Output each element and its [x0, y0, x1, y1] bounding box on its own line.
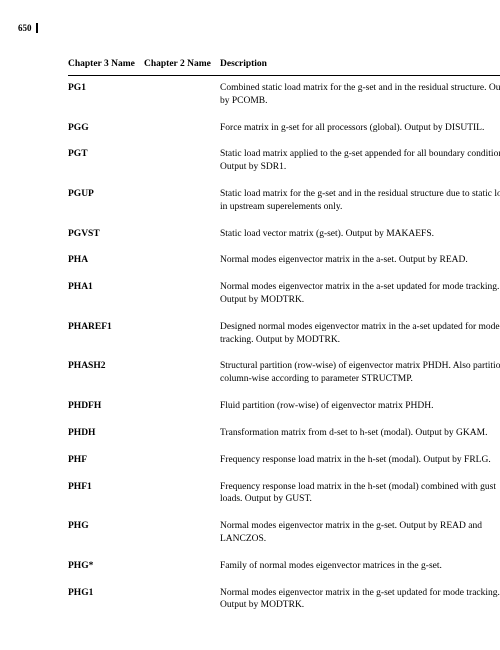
row-description: Structural partition (row-wise) of eigen…: [220, 360, 500, 386]
table-header-chapter3: Chapter 3 Name: [68, 59, 144, 71]
row-name: PHF1: [68, 481, 144, 507]
row-chapter2: [144, 587, 220, 613]
row-name: PHG1: [68, 587, 144, 613]
table-body: PG1 Combined static load matrix for the g…: [68, 76, 500, 620]
row-description: Family of normal modes eigenvector matri…: [220, 560, 500, 573]
row-name: PG1: [68, 82, 144, 108]
table-row: PGUP Static load matrix for the g-set and…: [68, 182, 500, 222]
table-header-chapter2: Chapter 2 Name: [144, 59, 220, 71]
row-description: Static load matrix applied to the g-set …: [220, 148, 500, 174]
row-description: Combined static load matrix for the g-se…: [220, 82, 500, 108]
table-row: PHF1 Frequency response load matrix in th…: [68, 475, 500, 515]
table-header: Chapter 3 Name Chapter 2 Name Descriptio…: [68, 59, 500, 76]
row-chapter2: [144, 400, 220, 413]
row-description: Force matrix in g-set for all processors…: [220, 122, 500, 135]
row-name: PGG: [68, 122, 144, 135]
row-name: PHAREF1: [68, 321, 144, 347]
row-name: PHG: [68, 520, 144, 546]
row-chapter2: [144, 148, 220, 174]
row-chapter2: [144, 228, 220, 241]
page-number: 650: [18, 23, 38, 33]
row-name: PHA: [68, 254, 144, 267]
page: 650 Chapter 3 Name Chapter 2 Name Descri…: [0, 0, 500, 650]
row-description: Designed normal modes eigenvector matrix…: [220, 321, 500, 347]
table-header-description: Description: [220, 59, 500, 71]
table-row: PHF Frequency response load matrix in the…: [68, 448, 500, 475]
row-description: Static load matrix for the g-set and in …: [220, 188, 500, 214]
row-description: Frequency response load matrix in the h-…: [220, 481, 500, 507]
row-chapter2: [144, 321, 220, 347]
row-description: Normal modes eigenvector matrix in the a…: [220, 281, 500, 307]
row-chapter2: [144, 427, 220, 440]
row-name: PHG*: [68, 560, 144, 573]
row-chapter2: [144, 520, 220, 546]
row-chapter2: [144, 454, 220, 467]
row-description: Static load vector matrix (g-set). Outpu…: [220, 228, 500, 241]
row-description: Normal modes eigenvector matrix in the g…: [220, 587, 500, 613]
definition-table: Chapter 3 Name Chapter 2 Name Descriptio…: [68, 59, 500, 620]
row-description: Transformation matrix from d-set to h-se…: [220, 427, 500, 440]
table-row: PGT Static load matrix applied to the g-s…: [68, 142, 500, 182]
table-row: PHA Normal modes eigenvector matrix in th…: [68, 248, 500, 275]
row-name: PGVST: [68, 228, 144, 241]
row-chapter2: [144, 360, 220, 386]
row-description: Normal modes eigenvector matrix in the g…: [220, 520, 500, 546]
row-description: Fluid partition (row-wise) of eigenvecto…: [220, 400, 500, 413]
row-name: PGUP: [68, 188, 144, 214]
row-name: PHF: [68, 454, 144, 467]
row-chapter2: [144, 82, 220, 108]
row-name: PHDH: [68, 427, 144, 440]
row-chapter2: [144, 188, 220, 214]
table-row: PHAREF1 Designed normal modes eigenvector…: [68, 315, 500, 355]
row-description: Normal modes eigenvector matrix in the a…: [220, 254, 500, 267]
row-chapter2: [144, 254, 220, 267]
row-name: PHASH2: [68, 360, 144, 386]
table-row: PGVST Static load vector matrix (g-set). …: [68, 222, 500, 249]
table-row: PHG1 Normal modes eigenvector matrix in t…: [68, 581, 500, 621]
row-description: Frequency response load matrix in the h-…: [220, 454, 500, 467]
row-chapter2: [144, 481, 220, 507]
table-row: PHG* Family of normal modes eigenvector m…: [68, 554, 500, 581]
row-chapter2: [144, 281, 220, 307]
table-row: PHA1 Normal modes eigenvector matrix in t…: [68, 275, 500, 315]
row-name: PGT: [68, 148, 144, 174]
row-chapter2: [144, 560, 220, 573]
row-name: PHA1: [68, 281, 144, 307]
table-row: PHASH2 Structural partition (row-wise) of…: [68, 354, 500, 394]
table-row: PGG Force matrix in g-set for all process…: [68, 116, 500, 143]
table-row: PG1 Combined static load matrix for the g…: [68, 76, 500, 116]
row-name: PHDFH: [68, 400, 144, 413]
table-row: PHG Normal modes eigenvector matrix in th…: [68, 514, 500, 554]
table-row: PHDFH Fluid partition (row-wise) of eigen…: [68, 394, 500, 421]
table-row: PHDH Transformation matrix from d-set to …: [68, 421, 500, 448]
row-chapter2: [144, 122, 220, 135]
